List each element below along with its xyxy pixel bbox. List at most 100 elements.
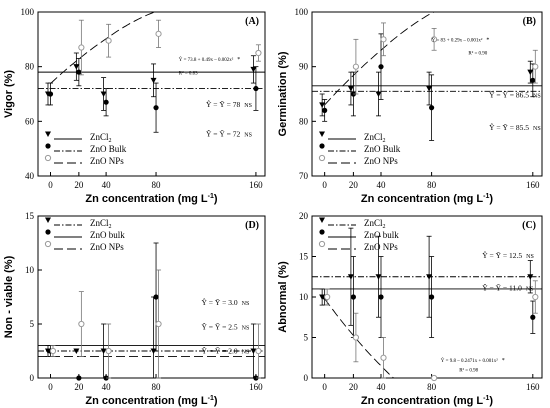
- plot-frame: [37, 11, 266, 177]
- y-tick-label: 100: [21, 7, 35, 17]
- y-tick-label: 40: [25, 171, 35, 181]
- y-tick-label: 10: [25, 265, 35, 275]
- equation-annotations: Ŷ = Ȳ = 3.0 NS Ŷ = Ȳ = 2.5 NS Ŷ = Ȳ = 2.0 NS: [201, 297, 249, 356]
- y-axis-title: Abnormal (%): [277, 261, 289, 333]
- data-point-zncl2: [426, 274, 433, 280]
- legend-label: ZnO NPs: [90, 156, 124, 166]
- data-point-zncl2: [347, 274, 354, 280]
- x-tick-label: 80: [152, 382, 162, 392]
- x-tick-label: 20: [74, 180, 84, 190]
- data-point-zno-nps: [255, 347, 262, 355]
- x-tick-label: 0: [322, 180, 327, 190]
- x-tick-label: 0: [322, 382, 327, 392]
- plot-frame: [311, 11, 543, 177]
- data-point-zno-bulk: [530, 314, 536, 320]
- data-point-zno-nps: [380, 36, 387, 43]
- legend-marker: [319, 217, 325, 223]
- data-point-zno-nps: [431, 36, 438, 43]
- data-point-zncl2: [527, 274, 534, 280]
- panel-c: 0 5 10 15 20 0 20 40 80 160 Zn concentration (mg L…: [277, 211, 543, 407]
- y-tick-label: 70: [299, 171, 309, 181]
- y-axis-title: Non - viable (%): [3, 255, 15, 338]
- equation-text: Ŷ = Ȳ = 86.5 NS: [489, 89, 541, 99]
- data-point-zno-nps: [431, 374, 438, 382]
- data-point-zncl2: [150, 77, 157, 84]
- data-point-zno-bulk: [530, 77, 536, 83]
- data-point-zno-nps: [155, 30, 162, 37]
- data-point-zncl2: [319, 102, 326, 108]
- x-tick-label: 160: [249, 180, 263, 190]
- x-tick-label: 160: [249, 382, 263, 392]
- x-tick-label: 40: [377, 180, 387, 190]
- panel-label: (B): [523, 16, 536, 27]
- y-axis-title: Germination (%): [277, 51, 289, 136]
- data-point-zno-nps: [105, 347, 112, 355]
- legend-label: ZnO NPs: [364, 156, 398, 166]
- equation-text: R² = 0.90: [468, 51, 487, 57]
- data-point-zncl2: [100, 348, 107, 354]
- x-tick-label: 0: [48, 382, 53, 392]
- data-point-zno-bulk: [429, 105, 435, 111]
- plot-frame: [311, 215, 543, 379]
- x-tick-label: 80: [427, 382, 437, 392]
- equation-text: Ŷ = Ȳ = 3.0 NS: [201, 297, 249, 307]
- data-point-zncl2: [347, 86, 354, 92]
- equation-text: R² = 0.83: [179, 70, 198, 76]
- equation-text: Ŷ = Ȳ = 78 NS: [206, 99, 252, 109]
- data-point-zno-nps: [532, 63, 539, 70]
- x-tick-label: 20: [349, 382, 359, 392]
- legend-marker: [45, 143, 51, 149]
- y-tick-label: 80: [25, 62, 35, 72]
- data-point-zncl2: [375, 91, 382, 97]
- equation-annotations: Ŷ = 73.8 + 0.49x – 0.002x² * R² = 0.83 Ŷ = …: [179, 57, 252, 138]
- legend-label: ZnCl2: [90, 218, 112, 230]
- equation-text: Ŷ = Ȳ = 11.0 NS: [482, 283, 533, 293]
- equation-text: Ŷ = 9.8 – 0.2471x + 0.001x² *: [441, 358, 505, 364]
- x-tick-label: 160: [526, 382, 540, 392]
- legend-marker: [319, 143, 325, 149]
- legend-label: ZnO NPs: [364, 242, 398, 252]
- y-tick-label: 80: [299, 116, 309, 126]
- panel-d: 0 5 10 15 0 20 40 80 160 Zn concentration (mg L-1…: [3, 211, 266, 407]
- y-axis-title: Vigor (%): [3, 70, 15, 118]
- x-tick-label: 20: [74, 382, 84, 392]
- data-point-zno-bulk: [350, 294, 356, 300]
- y-tick-label: 5: [304, 333, 309, 343]
- data-point-zno-bulk: [378, 294, 384, 300]
- y-tick-label: 10: [299, 292, 309, 302]
- legend-marker: [45, 229, 51, 235]
- x-tick-label: 40: [102, 180, 112, 190]
- legend-marker: [45, 217, 51, 223]
- x-tick-label: 40: [377, 382, 387, 392]
- data-point-zno-nps: [532, 293, 539, 301]
- y-tick-label: 60: [25, 116, 35, 126]
- legend-marker: [44, 154, 52, 162]
- legend-label: ZnCl2: [364, 132, 386, 144]
- data-point-zno-bulk: [153, 294, 159, 300]
- data-point-zno-nps: [78, 320, 85, 328]
- equation-annotations: Ŷ = 83 + 0.29x – 0.001x² * R² = 0.90 Ŷ = Ȳ …: [432, 38, 541, 133]
- data-point-zno-bulk: [47, 91, 54, 97]
- legend-label: ZnO bulk: [90, 230, 125, 240]
- data-point-zno-bulk: [76, 375, 82, 381]
- data-point-zno-nps: [255, 49, 262, 57]
- data-point-zncl2: [375, 274, 382, 280]
- legend-marker: [318, 240, 326, 248]
- equation-text: Ŷ = 73.8 + 0.49x – 0.002x² *: [179, 57, 241, 63]
- legend-marker: [45, 131, 51, 137]
- panel-b: 70 80 90 100 0 20 40 80 160 Zn concentration (mg …: [277, 7, 543, 205]
- x-tick-label: 40: [102, 382, 112, 392]
- data-point-zno-bulk: [253, 375, 259, 381]
- y-tick-label: 90: [299, 62, 309, 72]
- data-point-zno-nps: [352, 63, 359, 70]
- data-point-zncl2: [73, 348, 80, 354]
- data-point-zncl2: [527, 69, 534, 76]
- equation-text: Ŷ = Ȳ = 12.5 NS: [482, 250, 534, 260]
- x-tick-label: 20: [349, 180, 359, 190]
- panel-a: 40 60 80 100 0 20 40 80 160 Zn concentration (mg …: [3, 7, 266, 205]
- legend-marker: [318, 154, 326, 162]
- data-point-zncl2: [250, 66, 257, 73]
- data-point-zno-bulk: [253, 85, 259, 92]
